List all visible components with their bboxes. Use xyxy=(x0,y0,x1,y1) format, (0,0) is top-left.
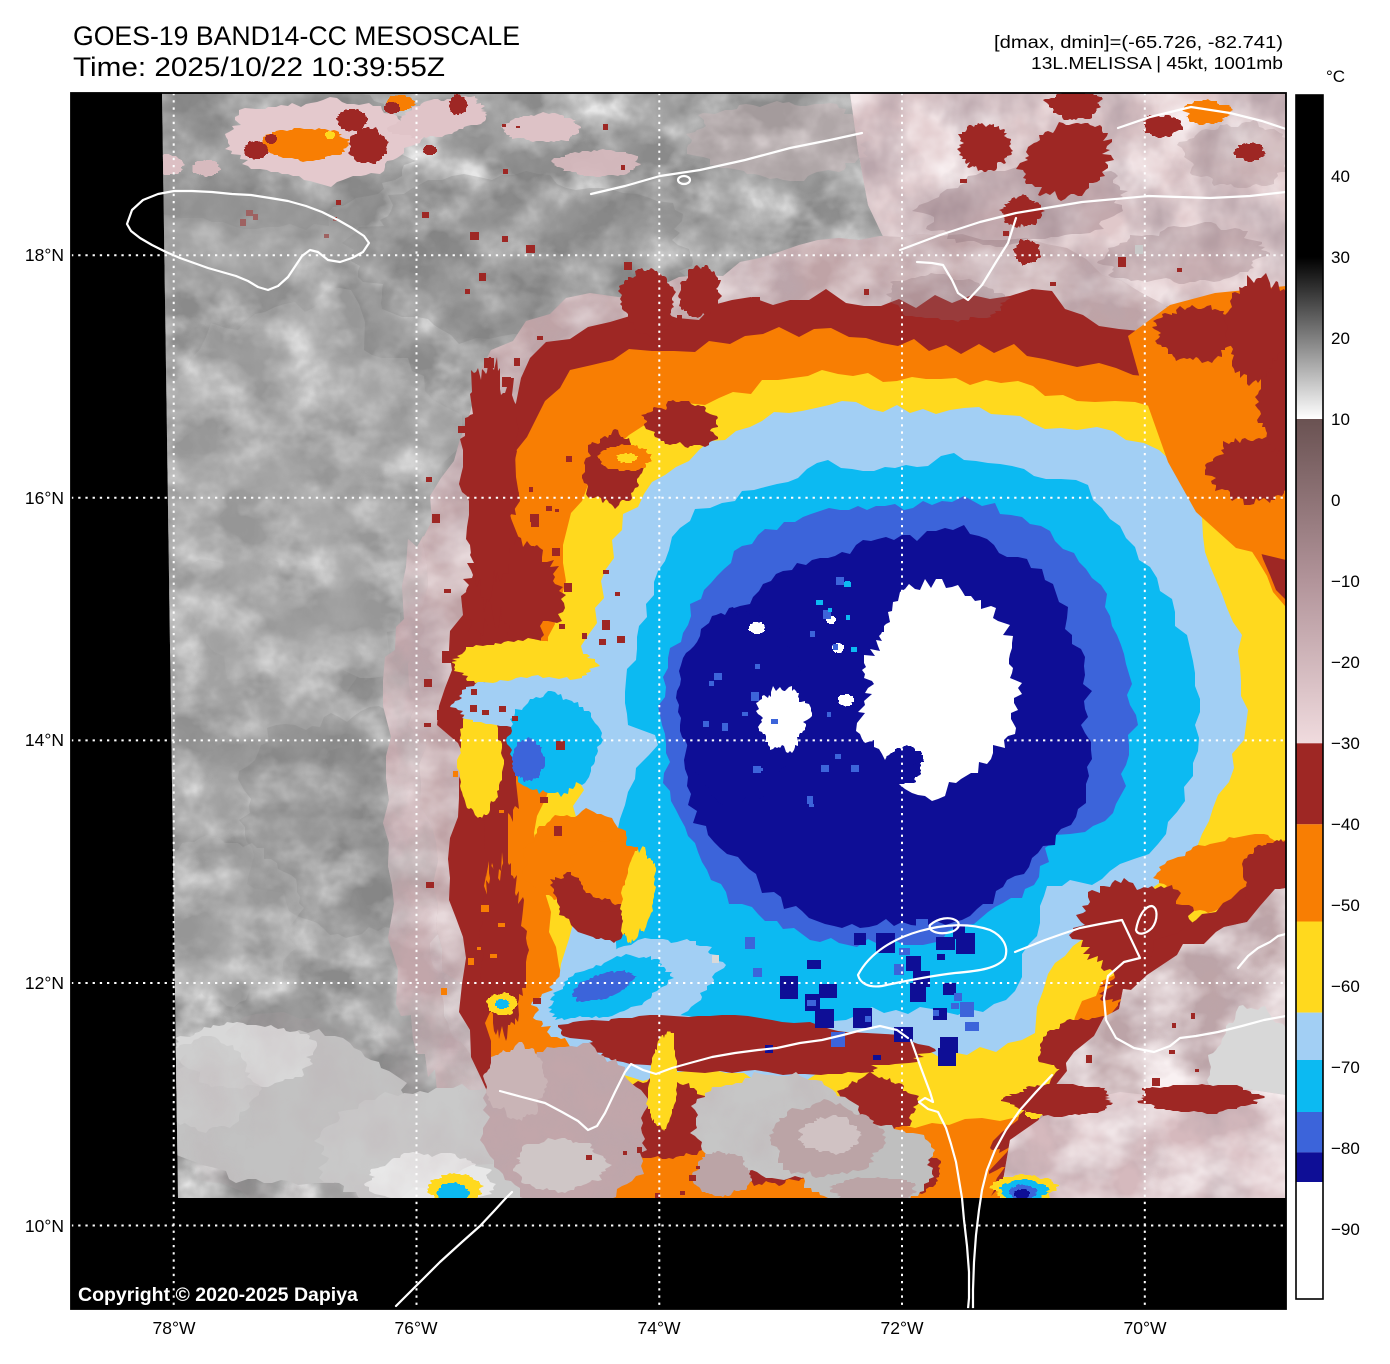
svg-text:76°W: 76°W xyxy=(395,1318,438,1338)
svg-text:°C: °C xyxy=(1326,67,1345,86)
svg-text:20: 20 xyxy=(1331,329,1350,348)
svg-text:14°N: 14°N xyxy=(25,730,64,750)
svg-text:Time: 2025/10/22 10:39:55Z: Time: 2025/10/22 10:39:55Z xyxy=(73,52,445,82)
svg-text:−80: −80 xyxy=(1331,1139,1360,1158)
svg-text:10°N: 10°N xyxy=(25,1216,64,1236)
svg-text:[dmax, dmin]=(-65.726, -82.741: [dmax, dmin]=(-65.726, -82.741) xyxy=(994,32,1283,52)
svg-text:−40: −40 xyxy=(1331,815,1360,834)
svg-text:−50: −50 xyxy=(1331,896,1360,915)
svg-text:−20: −20 xyxy=(1331,653,1360,672)
svg-text:−10: −10 xyxy=(1331,572,1360,591)
svg-text:10: 10 xyxy=(1331,410,1350,429)
svg-text:74°W: 74°W xyxy=(638,1318,681,1338)
svg-text:78°W: 78°W xyxy=(153,1318,196,1338)
svg-text:18°N: 18°N xyxy=(25,245,64,265)
svg-text:Copyright © 2020-2025 Dapiya: Copyright © 2020-2025 Dapiya xyxy=(78,1284,358,1306)
svg-text:12°N: 12°N xyxy=(25,973,64,993)
svg-text:GOES-19 BAND14-CC MESOSCALE: GOES-19 BAND14-CC MESOSCALE xyxy=(73,21,520,51)
svg-text:30: 30 xyxy=(1331,248,1350,267)
svg-text:13L.MELISSA | 45kt, 1001mb: 13L.MELISSA | 45kt, 1001mb xyxy=(1031,53,1283,73)
svg-text:16°N: 16°N xyxy=(25,488,64,508)
svg-text:72°W: 72°W xyxy=(881,1318,924,1338)
svg-text:−70: −70 xyxy=(1331,1058,1360,1077)
svg-text:−90: −90 xyxy=(1331,1220,1360,1239)
svg-text:0: 0 xyxy=(1331,491,1340,510)
svg-text:70°W: 70°W xyxy=(1124,1318,1167,1338)
svg-text:−30: −30 xyxy=(1331,734,1360,753)
svg-text:40: 40 xyxy=(1331,167,1350,186)
svg-text:−60: −60 xyxy=(1331,977,1360,996)
